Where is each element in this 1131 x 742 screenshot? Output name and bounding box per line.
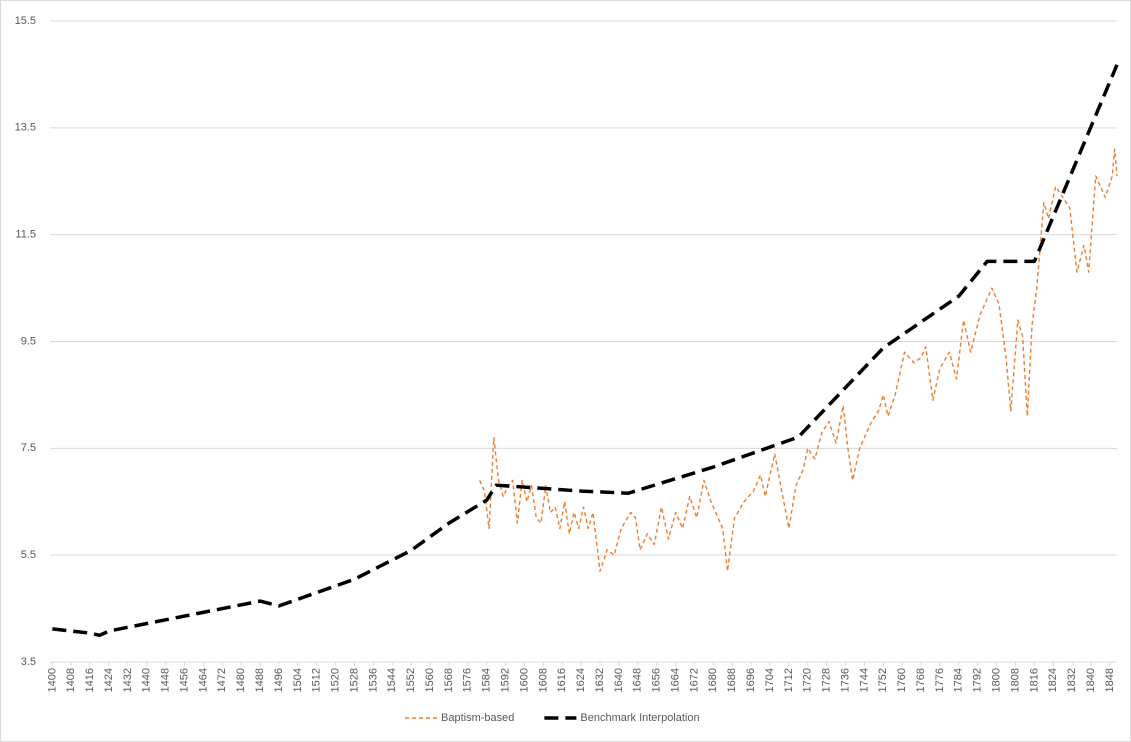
x-tick-label: 1696 (745, 668, 757, 692)
series-line (52, 64, 1119, 638)
x-tick-label: 1520 (330, 668, 342, 692)
y-tick-label: 9.5 (21, 335, 36, 347)
x-tick-label: 1400 (46, 668, 58, 692)
x-tick-label: 1512 (311, 668, 323, 692)
x-tick-label: 1408 (65, 668, 77, 692)
x-tick-label: 1760 (896, 668, 908, 692)
x-tick-label: 1560 (424, 668, 436, 692)
x-tick-label: 1568 (443, 668, 455, 692)
x-tick-label: 1480 (235, 668, 247, 692)
x-tick-label: 1848 (1104, 668, 1116, 692)
y-tick-label: 5.5 (21, 549, 36, 561)
x-tick-label: 1736 (839, 668, 851, 692)
x-tick-label: 1776 (934, 668, 946, 692)
x-tick-label: 1496 (273, 668, 285, 692)
x-tick-label: 1600 (518, 668, 530, 692)
x-tick-label: 1824 (1047, 668, 1059, 692)
series-line (478, 148, 1118, 572)
x-tick-label: 1816 (1028, 668, 1040, 692)
x-tick-label: 1808 (1009, 668, 1021, 692)
x-tick-label: 1504 (292, 668, 304, 692)
x-tick-label: 1792 (972, 668, 984, 692)
x-tick-label: 1768 (915, 668, 927, 692)
x-tick-label: 1704 (764, 668, 776, 692)
legend-label: Benchmark Interpolation (580, 712, 699, 724)
x-tick-label: 1680 (707, 668, 719, 692)
y-tick-label: 3.5 (21, 656, 36, 668)
x-tick-label: 1688 (726, 668, 738, 692)
x-tick-label: 1840 (1085, 668, 1097, 692)
x-tick-label: 1488 (254, 668, 266, 692)
x-tick-label: 1432 (122, 668, 134, 692)
x-tick-label: 1744 (858, 668, 870, 692)
x-tick-label: 1440 (141, 668, 153, 692)
x-tick-label: 1832 (1066, 668, 1078, 692)
y-tick-label: 15.5 (15, 15, 36, 27)
legend-label: Baptism-based (441, 712, 514, 724)
x-tick-label: 1464 (197, 668, 209, 692)
x-tick-label: 1800 (991, 668, 1003, 692)
x-tick-label: 1632 (594, 668, 606, 692)
x-tick-label: 1616 (556, 668, 568, 692)
x-tick-label: 1528 (348, 668, 360, 692)
x-tick-label: 1552 (405, 668, 417, 692)
x-tick-label: 1712 (783, 668, 795, 692)
x-tick-label: 1656 (651, 668, 663, 692)
x-tick-label: 1536 (367, 668, 379, 692)
x-tick-label: 1608 (537, 668, 549, 692)
x-tick-label: 1624 (575, 668, 587, 692)
x-tick-label: 1720 (802, 668, 814, 692)
x-tick-label: 1584 (481, 668, 493, 692)
x-tick-label: 1728 (821, 668, 833, 692)
x-tick-label: 1640 (613, 668, 625, 692)
x-tick-label: 1448 (160, 668, 172, 692)
x-tick-label: 1752 (877, 668, 889, 692)
x-tick-label: 1456 (178, 668, 190, 692)
x-tick-label: 1592 (500, 668, 512, 692)
x-tick-label: 1664 (669, 668, 681, 692)
x-tick-label: 1576 (462, 668, 474, 692)
x-tick-label: 1416 (84, 668, 96, 692)
y-tick-label: 7.5 (21, 442, 36, 454)
x-tick-label: 1648 (632, 668, 644, 692)
y-tick-label: 11.5 (15, 229, 36, 241)
x-tick-label: 1544 (386, 668, 398, 692)
x-tick-label: 1672 (688, 668, 700, 692)
y-tick-label: 13.5 (15, 122, 36, 134)
x-tick-label: 1472 (216, 668, 228, 692)
x-tick-label: 1424 (103, 668, 115, 692)
x-tick-label: 1784 (953, 668, 965, 692)
